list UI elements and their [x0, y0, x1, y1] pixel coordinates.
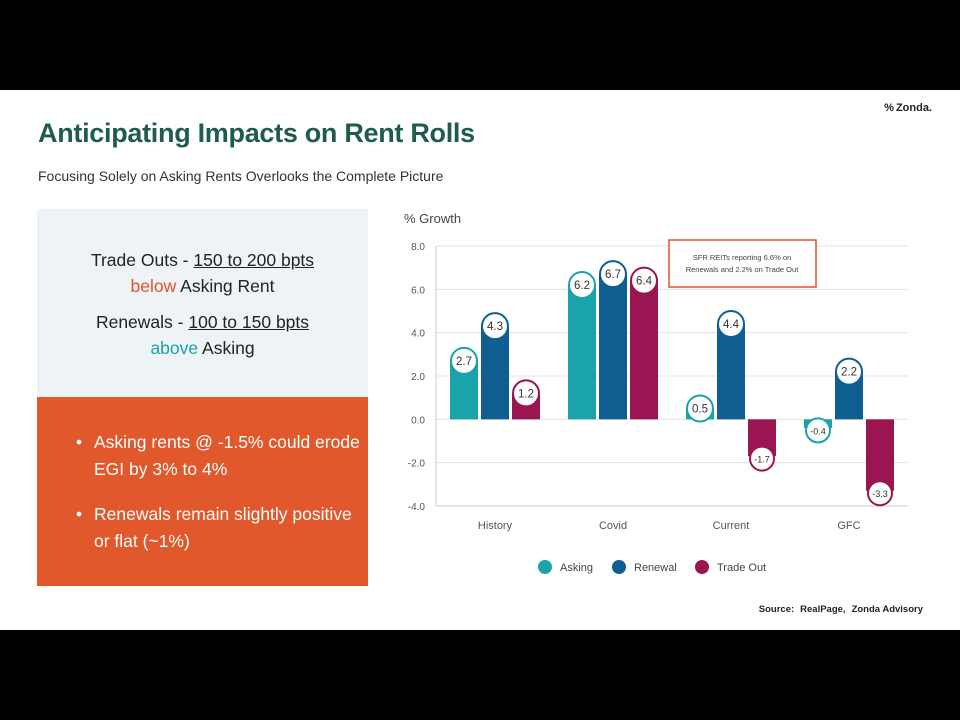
trade-outs-line: Trade Outs - 150 to 200 bpts: [37, 247, 368, 273]
data-label: 2.7: [456, 356, 472, 368]
data-label: 6.4: [636, 276, 653, 288]
y-tick-label: -4.0: [408, 502, 426, 513]
data-label: 6.2: [574, 280, 590, 292]
data-label-bubble: [717, 310, 745, 338]
legend-label: Trade Out: [717, 562, 766, 574]
trade-outs-range: 150 to 200 bpts: [193, 250, 315, 270]
y-tick-label: 8.0: [411, 242, 425, 253]
data-label: 0.5: [692, 404, 708, 416]
bar-renewal: [481, 326, 509, 420]
bar-renewal: [599, 274, 627, 420]
impact-bullet: Asking rents @ -1.5% could erode EGI by …: [76, 429, 368, 483]
annotation-box: [668, 239, 817, 288]
renewals-line: Renewals - 100 to 150 bpts: [37, 309, 368, 335]
y-tick-label: 6.0: [411, 285, 425, 296]
data-label-bubble: [867, 480, 893, 507]
rent-growth-bar-chart: % Growth 8.0 6.0 4.0 2.0 0.0 -2.0 -4.0 2.7 4.3 1.2…: [404, 211, 908, 574]
data-label-bubble: [568, 271, 596, 299]
trade-outs-suffix: Asking Rent: [180, 276, 275, 296]
data-label: -1.7: [754, 455, 770, 465]
x-tick-label: GFC: [837, 520, 860, 532]
data-label: 1.2: [518, 388, 534, 400]
impact-bullet-list: Asking rents @ -1.5% could erode EGI by …: [37, 429, 368, 555]
data-label: 6.7: [605, 269, 621, 281]
x-tick-label: Current: [713, 520, 750, 532]
source-label: Source:: [758, 604, 795, 615]
zonda-logo: % Zonda.: [884, 102, 932, 114]
data-label: 4.4: [723, 319, 740, 331]
data-label-bubble: [481, 312, 509, 341]
data-label-bubble: [599, 260, 627, 289]
trade-renewal-summary-panel: Trade Outs - 150 to 200 bpts below Askin…: [37, 209, 368, 397]
legend-marker: [612, 560, 626, 574]
data-label: -3.3: [872, 489, 888, 499]
bar-trade-out: [866, 419, 894, 491]
annotation-text: Renewals and 2.2% on Trade Out: [686, 265, 799, 274]
y-axis-label: % Growth: [404, 211, 461, 226]
zonda-logo-text: Zonda.: [895, 102, 932, 114]
source-note: Source: RealPage, Zonda Advisory: [753, 604, 923, 615]
data-label-bubble: [835, 357, 863, 386]
data-label: -0.4: [810, 426, 826, 436]
bar-trade-out: [630, 280, 658, 420]
renewals-label: Renewals -: [95, 312, 184, 332]
impact-bullet: Renewals remain slightly positive or fla…: [76, 501, 368, 555]
legend-label: Asking: [560, 562, 593, 574]
trade-outs-line-2: below Asking Rent: [37, 273, 368, 299]
source-item: Zonda Advisory: [851, 604, 923, 615]
page-title: Anticipating Impacts on Rent Rolls: [38, 118, 475, 148]
y-tick-label: -2.0: [408, 459, 426, 470]
legend-label: Renewal: [634, 562, 677, 574]
renewals-line-2: above Asking: [37, 335, 368, 361]
legend-marker: [538, 560, 552, 574]
bar-asking: [568, 285, 596, 420]
data-label: 4.3: [487, 321, 503, 333]
trade-outs-label: Trade Outs -: [90, 250, 189, 270]
trade-outs-direction: below: [130, 276, 177, 296]
renewals-direction: above: [150, 338, 199, 358]
bar-renewal: [717, 324, 745, 420]
y-tick-label: 4.0: [411, 329, 425, 340]
y-tick-label: 2.0: [411, 372, 425, 383]
data-label-bubble: [630, 266, 658, 295]
impact-bullets-panel: Asking rents @ -1.5% could erode EGI by …: [37, 397, 368, 586]
x-tick-label: History: [478, 520, 513, 532]
data-label-bubble: [805, 417, 831, 444]
zonda-logo-icon: %: [884, 102, 894, 114]
data-label-bubble: [686, 394, 714, 423]
renewals-range: 100 to 150 bpts: [188, 312, 310, 332]
data-label-bubble: [512, 379, 540, 408]
x-tick-label: Covid: [599, 520, 627, 532]
data-label: 2.2: [841, 367, 857, 379]
legend-marker: [695, 560, 709, 574]
y-tick-label: 0.0: [411, 415, 425, 426]
data-label-bubble: [450, 346, 478, 375]
source-item: RealPage,: [800, 604, 846, 615]
slide: % Zonda. Anticipating Impacts on Rent Rol…: [0, 90, 960, 630]
annotation-text: SFR REITs reporting 6.6% on: [693, 253, 791, 262]
data-label-bubble: [749, 445, 775, 472]
renewals-suffix: Asking: [202, 338, 255, 358]
page-subtitle: Focusing Solely on Asking Rents Overlook…: [38, 168, 444, 184]
